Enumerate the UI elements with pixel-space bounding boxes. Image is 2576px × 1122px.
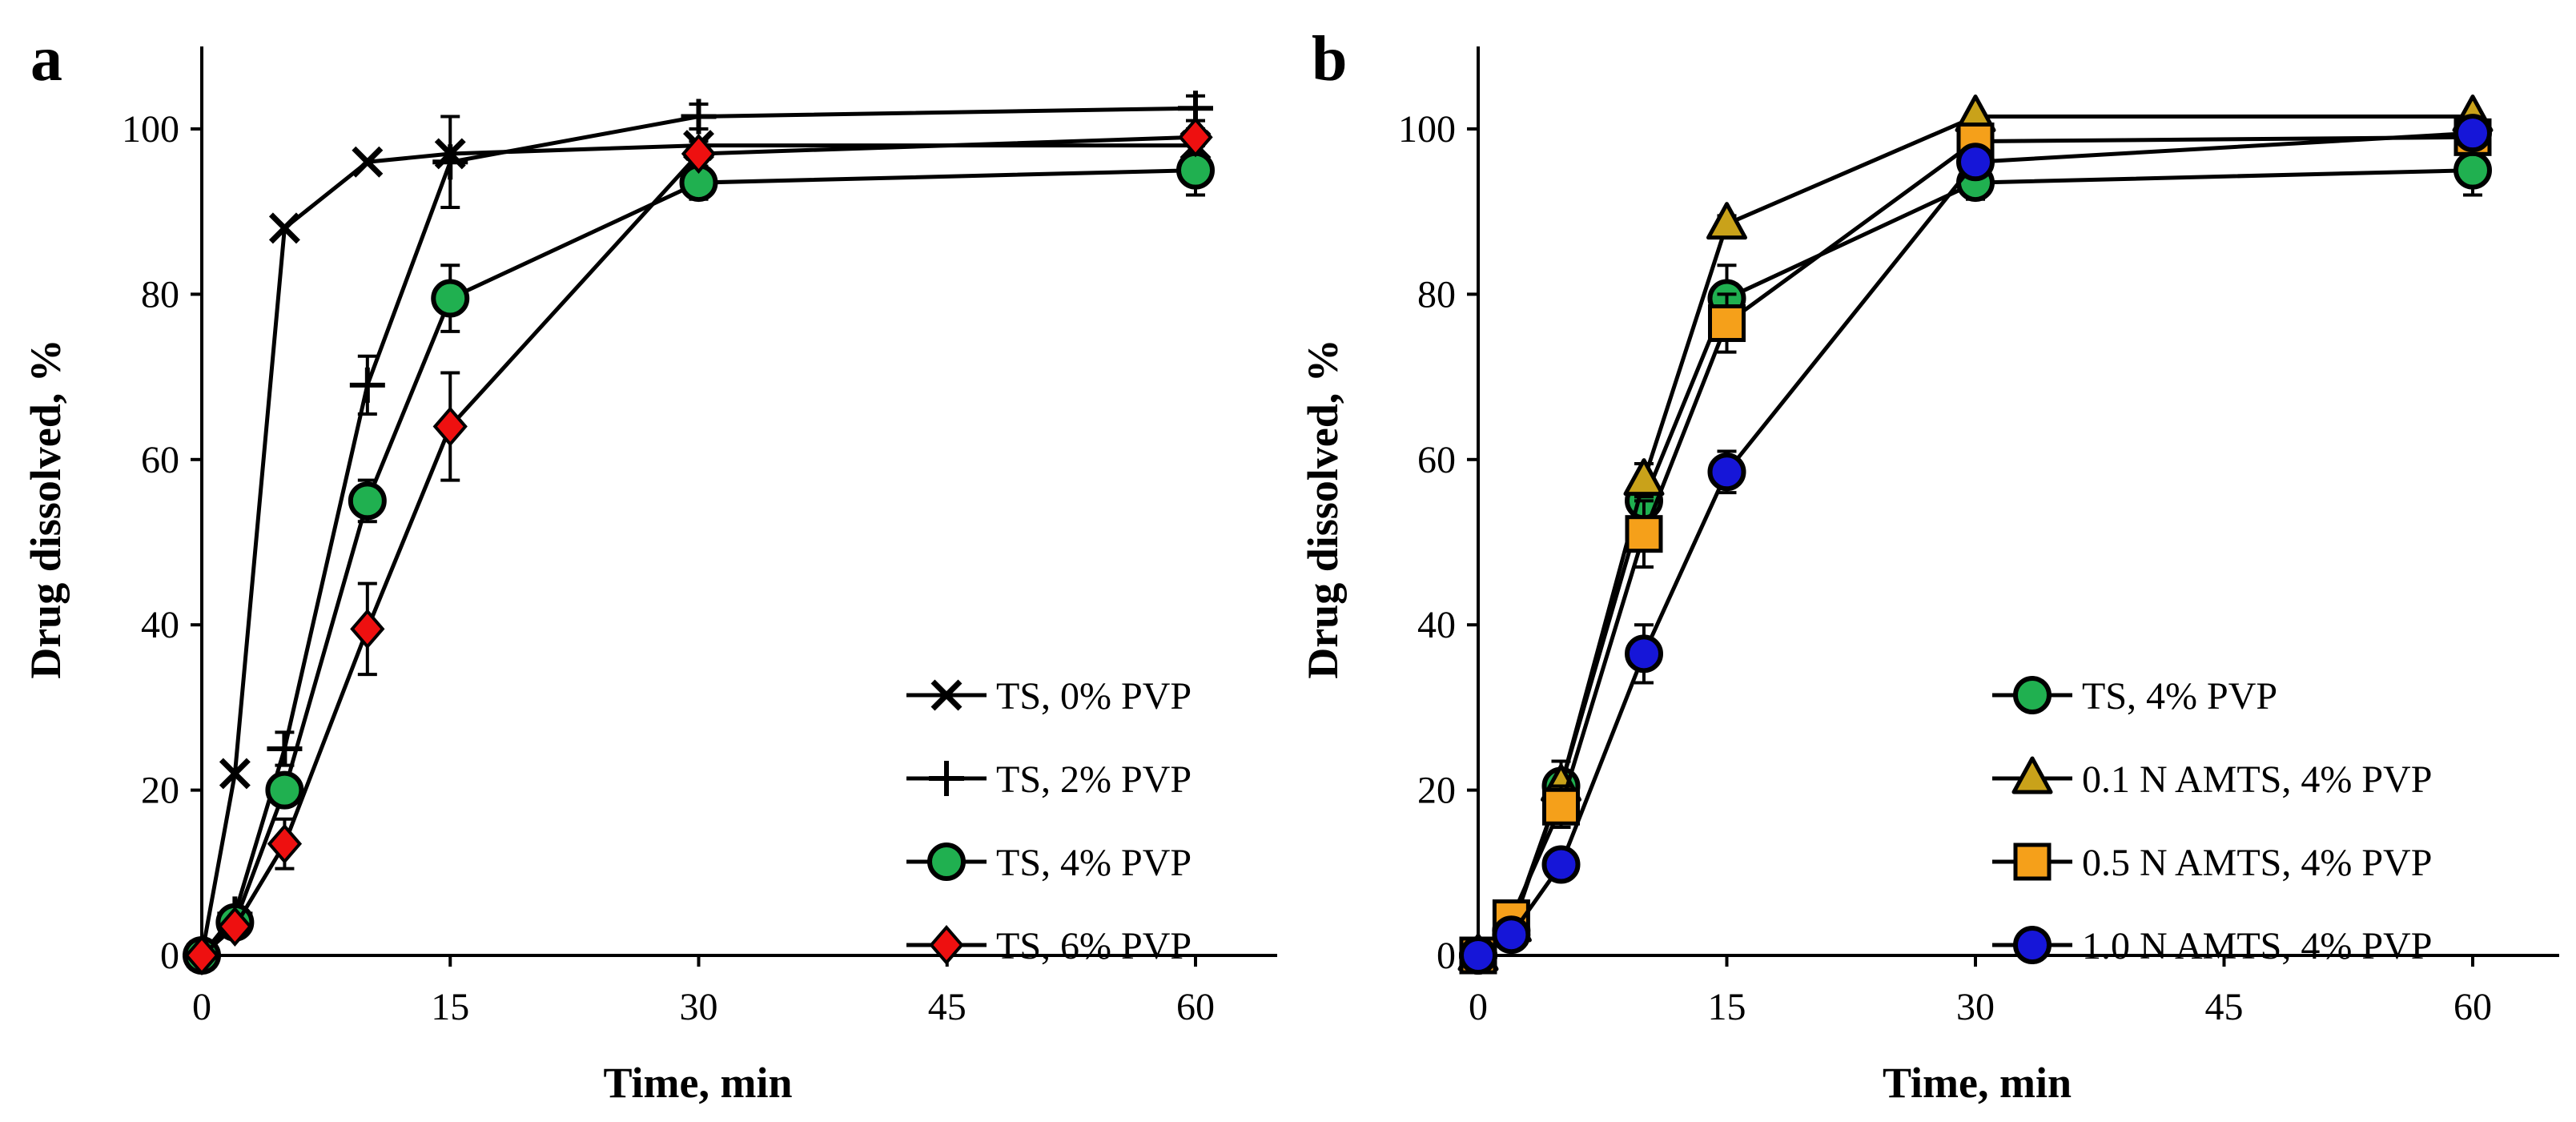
data-point [268, 212, 300, 244]
legend-label: 1.0 N AMTS, 4% PVP [2082, 925, 2432, 967]
data-point [217, 906, 253, 947]
x-tick-label: 45 [928, 986, 967, 1028]
y-tick-label: 20 [141, 770, 179, 812]
x-tick-label: 30 [680, 986, 718, 1028]
legend-marker [2011, 756, 2053, 794]
legend-label: TS, 0% PVP [996, 675, 1192, 718]
data-point [431, 279, 470, 318]
series-line [1477, 168, 2474, 958]
series-2 [1457, 95, 2494, 971]
legend-marker [929, 761, 964, 796]
data-point [1707, 452, 1746, 492]
legend-label: TS, 6% PVP [996, 925, 1192, 967]
panel-letter: a [30, 24, 62, 95]
x-tick-label: 60 [1176, 986, 1215, 1028]
y-axis-title: Drug dissolved, % [1299, 339, 1347, 679]
series-2 [184, 90, 1213, 973]
legend-item: TS, 2% PVP [906, 758, 1192, 801]
x-tick-label: 15 [431, 986, 469, 1028]
x-tick-label: 30 [1956, 986, 1995, 1028]
data-point [2453, 114, 2492, 153]
legend-marker [2013, 676, 2052, 714]
data-point [219, 758, 251, 790]
series-line [199, 143, 1196, 956]
legend-item: 1.0 N AMTS, 4% PVP [1992, 925, 2432, 967]
legend-marker [2013, 926, 2052, 964]
x-tick-label: 15 [1708, 986, 1746, 1028]
panel-a: 0 20 40 60 80 100 0 15 30 45 60 Time, min Drug disso… [22, 24, 1277, 1107]
legend-marker [929, 924, 964, 966]
y-tick-label: 80 [141, 273, 179, 316]
data-point [1178, 117, 1213, 158]
panel-b: 0 20 40 60 80 100 0 15 30 45 60 Time, min Drug disso… [1299, 24, 2559, 1107]
legend-label: 0.5 N AMTS, 4% PVP [2082, 842, 2432, 884]
series-line [200, 106, 1196, 957]
x-axis-title: Time, min [603, 1059, 792, 1107]
data-point [432, 144, 468, 180]
data-point [348, 481, 387, 521]
data-point [432, 406, 468, 447]
legend-marker [927, 843, 966, 881]
data-point [1706, 202, 1747, 240]
y-tick-label: 100 [122, 108, 179, 151]
y-axis-title: Drug dissolved, % [22, 339, 70, 679]
y-tick-label: 0 [160, 935, 179, 977]
series-line [200, 135, 1196, 957]
data-point [1492, 915, 1531, 955]
legend-item: TS, 4% PVP [1992, 675, 2277, 718]
data-point [1956, 143, 1995, 182]
data-point [265, 770, 304, 810]
legend-item: TS, 6% PVP [906, 924, 1192, 967]
data-point [1176, 151, 1215, 190]
y-tick-label: 100 [1398, 108, 1456, 151]
data-point [1708, 304, 1746, 343]
legend: TS, 0% PVP TS, 2% PVP TS, 4% PVP TS, 6% PVP [906, 675, 1192, 967]
data-point [184, 935, 219, 976]
legend-marker [930, 679, 962, 711]
data-point [681, 99, 717, 135]
data-point [267, 823, 303, 864]
legend-item: 0.5 N AMTS, 4% PVP [1992, 842, 2432, 884]
x-tick-label: 0 [192, 986, 211, 1028]
data-point [349, 367, 385, 403]
x-tick-label: 45 [2205, 986, 2244, 1028]
legend-item: TS, 0% PVP [906, 675, 1192, 718]
panel-letter: b [1312, 24, 1348, 95]
y-tick-label: 60 [1417, 439, 1456, 481]
y-tick-label: 60 [141, 439, 179, 481]
legend-marker [2013, 843, 2052, 881]
series-line [200, 168, 1196, 957]
x-axis-title: Time, min [1883, 1059, 2072, 1107]
legend: TS, 4% PVP 0.1 N AMTS, 4% PVP 0.5 N AMTS, … [1992, 675, 2432, 967]
data-point [1625, 515, 1663, 553]
legend-item: TS, 4% PVP [906, 842, 1192, 884]
y-tick-label: 20 [1417, 770, 1456, 812]
legend-label: TS, 4% PVP [996, 842, 1192, 884]
data-point [1542, 787, 1580, 826]
x-tick-label: 0 [1469, 986, 1488, 1028]
x-tick-label: 60 [2453, 986, 2492, 1028]
y-tick-label: 0 [1437, 935, 1456, 977]
legend-label: TS, 4% PVP [2082, 675, 2277, 718]
y-tick-label: 40 [1417, 604, 1456, 646]
legend-label: TS, 2% PVP [996, 758, 1192, 801]
data-point [1541, 845, 1581, 884]
data-point [2453, 151, 2492, 190]
data-point [352, 146, 384, 178]
y-tick-label: 80 [1417, 273, 1456, 316]
data-point [1459, 936, 1497, 975]
data-point [1623, 458, 1665, 497]
data-point [1625, 634, 1663, 674]
legend-label: 0.1 N AMTS, 4% PVP [2082, 758, 2432, 801]
data-point [681, 133, 717, 175]
legend-item: 0.1 N AMTS, 4% PVP [1992, 756, 2432, 801]
series-4 [1459, 114, 2492, 975]
y-tick-label: 40 [141, 604, 179, 646]
series-4 [184, 117, 1213, 976]
data-point [350, 609, 385, 649]
